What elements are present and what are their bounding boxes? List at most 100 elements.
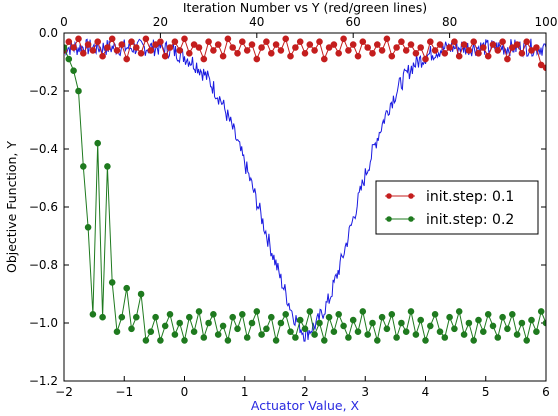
series-red-point: [369, 50, 376, 57]
series-green-point: [161, 322, 169, 330]
series-red-point: [316, 38, 323, 46]
series-green-point: [200, 334, 208, 341]
series-green-point: [157, 337, 164, 344]
series-green-point: [65, 55, 73, 63]
series-red-point: [364, 44, 372, 51]
series-green-point: [128, 325, 135, 333]
series-red-point: [417, 44, 425, 51]
legend-red-label: init.step: 0.1: [426, 189, 514, 205]
series-green-point: [229, 313, 236, 321]
series-red-point: [306, 41, 314, 48]
series-green-point: [518, 319, 526, 327]
series-green-point: [113, 328, 121, 336]
series-red-point: [65, 38, 73, 46]
series-red-point: [412, 50, 420, 57]
series-green-point: [166, 311, 174, 318]
series-green-point: [484, 311, 492, 318]
series-green-point: [118, 313, 126, 321]
series-green-point: [383, 325, 391, 333]
series-green-point: [422, 337, 429, 344]
series-red-point: [263, 38, 270, 46]
legend-green-label: init.step: 0.2: [426, 212, 514, 228]
series-green-point: [345, 334, 352, 341]
series-green-point: [354, 328, 362, 336]
series-red-point: [407, 41, 415, 48]
series-green-point: [142, 337, 150, 344]
series-green-point: [311, 331, 318, 338]
series-green-point: [75, 87, 82, 95]
series-green-point: [349, 316, 357, 324]
series-green-point: [470, 337, 478, 344]
series-green-point: [205, 319, 212, 327]
series-green-point: [210, 311, 217, 318]
series-red-point: [277, 47, 285, 54]
series-red-point: [296, 38, 304, 46]
y-tick-label: −0.4: [29, 142, 58, 156]
series-red-point: [176, 47, 183, 54]
series-red-point: [354, 52, 362, 60]
series-red-point: [268, 50, 275, 57]
series-red-point: [108, 35, 116, 43]
series-green-point: [123, 284, 130, 292]
series-green-point: [108, 279, 116, 286]
series-green-point: [446, 313, 453, 321]
top-x-tick-label: 0: [60, 15, 68, 29]
series-red-point: [287, 52, 294, 60]
y-tick-label: −0.2: [29, 84, 58, 98]
series-red-point: [205, 38, 212, 46]
series-red-point: [272, 41, 280, 48]
series-red-point: [99, 52, 106, 60]
series-red-point: [494, 47, 502, 54]
series-red-point: [542, 64, 546, 72]
series-red-point: [504, 55, 511, 63]
plot-frame: [63, 32, 547, 382]
series-green-point: [475, 316, 482, 324]
series-green-point: [431, 311, 439, 318]
series-red-point: [388, 52, 396, 60]
series-green-point: [330, 328, 338, 336]
series-red-point: [325, 44, 333, 51]
series-green-point: [537, 308, 545, 315]
series-red-point: [422, 55, 429, 63]
series-green-point: [214, 331, 222, 338]
series-red-point: [528, 47, 535, 54]
series-green-point: [306, 308, 314, 315]
series-green-point: [494, 334, 502, 341]
series-red-point: [229, 44, 236, 51]
top-x-tick-label: 100: [535, 15, 558, 29]
series-red-point: [152, 41, 159, 48]
series-green-point: [369, 319, 376, 327]
x-tick-label: 5: [482, 385, 490, 399]
series-green-point: [195, 308, 203, 315]
series-green-point: [137, 290, 145, 298]
chart-title: Iteration Number vs Y (red/green lines): [183, 0, 427, 15]
x-axis: −2 −1 0 1 2 3 4 5 6: [55, 376, 550, 399]
series-green-point: [465, 319, 473, 327]
x-tick-label: 1: [241, 385, 249, 399]
series-green-point: [316, 319, 323, 327]
series-green-point: [359, 308, 367, 315]
series-green-point: [89, 311, 97, 318]
series-green-point: [325, 313, 333, 321]
series-red-point: [200, 55, 208, 63]
top-x-tick-label: 20: [153, 15, 168, 29]
series-red-point: [301, 50, 309, 57]
series-red-point: [190, 41, 198, 48]
series-green-point: [181, 337, 188, 344]
series-red-point: [460, 41, 468, 48]
series-red-point: [80, 50, 87, 57]
series-green-point: [152, 313, 159, 321]
x-tick-label: 4: [422, 385, 430, 399]
series-red-point: [383, 35, 391, 43]
series-green-point: [296, 316, 304, 324]
series-red-point: [219, 52, 227, 60]
series-green-point: [104, 163, 111, 170]
legend-red-marker: [408, 193, 414, 199]
series-red-point: [133, 44, 140, 51]
series-red-point: [533, 44, 540, 51]
series-red-point: [509, 44, 516, 51]
series-red-point: [239, 38, 246, 46]
series-red-point: [292, 44, 299, 51]
series-red-point: [518, 50, 526, 57]
plot-area: [64, 35, 546, 344]
